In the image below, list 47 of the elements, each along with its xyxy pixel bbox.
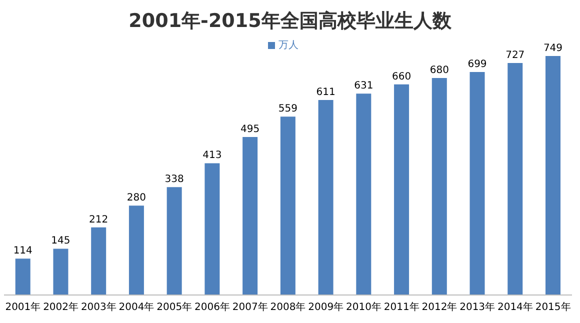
data-label: 114 [13, 246, 32, 257]
bar [242, 137, 258, 295]
bar [356, 94, 372, 295]
data-label: 699 [468, 58, 487, 70]
x-tick-label: 2006年 [194, 301, 230, 314]
bar [204, 163, 220, 295]
x-tick-label: 2012年 [422, 301, 458, 314]
x-tick-label: 2007年 [232, 301, 268, 314]
x-tick-label: 2008年 [270, 301, 306, 314]
x-tick-label: 2004年 [118, 301, 154, 314]
data-label: 145 [51, 236, 70, 247]
data-label: 280 [126, 192, 146, 204]
chart-title: 2001年-2015年全国高校毕业生人数 [128, 9, 452, 34]
x-tick-label: 2009年 [308, 301, 344, 314]
data-label: 495 [240, 124, 260, 136]
bar [53, 248, 68, 295]
x-tick-label: 2001年 [5, 301, 41, 314]
data-label: 749 [543, 43, 563, 54]
data-label: 212 [89, 214, 108, 226]
data-label: 660 [392, 71, 412, 82]
x-tick-label: 2002年 [43, 301, 79, 314]
bar [280, 116, 296, 295]
data-label: 631 [354, 80, 374, 92]
bar [545, 56, 560, 295]
legend-label: 万人 [278, 40, 298, 51]
x-tick-label: 2014年 [497, 301, 533, 314]
x-tick-label: 2005年 [156, 301, 192, 314]
bar [470, 72, 485, 295]
bar [15, 258, 30, 295]
data-label: 413 [202, 150, 222, 162]
bar [166, 187, 182, 295]
bar [394, 84, 410, 295]
bar [432, 78, 447, 295]
data-label: 727 [506, 50, 525, 62]
x-tick-label: 2003年 [80, 301, 116, 314]
data-label: 680 [430, 65, 449, 76]
x-tick-label: 2011年 [384, 301, 420, 314]
data-label: 559 [278, 104, 298, 115]
bar [128, 206, 144, 295]
x-tick-label: 2015年 [535, 301, 571, 314]
x-tick-label: 2013年 [460, 301, 496, 314]
x-tick-label: 2010年 [346, 301, 382, 314]
bar [508, 63, 523, 295]
data-label: 338 [164, 174, 184, 186]
bar [91, 227, 106, 295]
data-label: 611 [316, 87, 336, 98]
bar [318, 100, 334, 295]
